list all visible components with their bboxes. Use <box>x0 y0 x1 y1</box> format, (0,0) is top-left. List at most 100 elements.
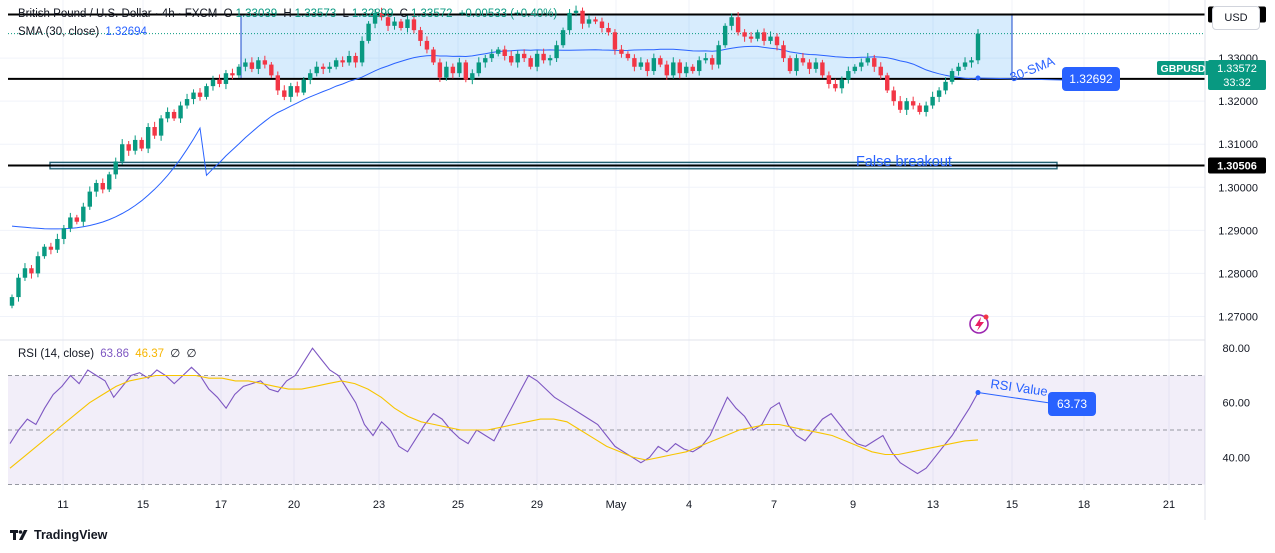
currency-button[interactable]: USD <box>1212 6 1260 30</box>
candle-body <box>16 277 21 298</box>
tradingview-brand[interactable]: TradingView <box>10 528 107 542</box>
candle-body <box>528 58 533 67</box>
candle-body <box>405 19 410 28</box>
candle-body <box>398 21 404 28</box>
candle-body <box>975 33 981 61</box>
candle-body <box>787 58 793 72</box>
time-tick-label: 4 <box>686 499 692 511</box>
candle-body <box>126 144 131 151</box>
candle-body <box>35 256 41 274</box>
candle-body <box>463 62 469 80</box>
candle-body <box>470 73 475 80</box>
candle-body <box>496 49 501 54</box>
sma-value-badge-label: 1.32692 <box>1069 72 1113 86</box>
price-badge <box>1208 60 1266 90</box>
candle-body <box>684 66 689 74</box>
candle-body <box>761 32 767 41</box>
candle-body <box>353 55 358 63</box>
candle-body <box>521 53 527 59</box>
price-tick-label: 1.29000 <box>1218 225 1258 237</box>
time-tick-label: 21 <box>1163 499 1175 511</box>
rsi-legend[interactable]: RSI (14, close) 63.86 46.37 ∅ ∅ <box>18 346 200 360</box>
close-label: C <box>399 8 408 20</box>
candle-body <box>645 62 650 72</box>
time-tick-label: 29 <box>531 499 543 511</box>
candle-body <box>923 105 929 112</box>
candle-body <box>742 32 747 37</box>
candle-body <box>904 101 909 110</box>
time-tick-label: 11 <box>57 499 68 511</box>
rsi-tick-label: 40.00 <box>1222 452 1250 464</box>
candle-body <box>709 58 715 65</box>
symbol-badge-label: GBPUSD <box>1161 63 1206 75</box>
candle-body <box>658 58 663 65</box>
candle-body <box>554 45 559 59</box>
rsi-ma-line <box>9 374 979 469</box>
rsi-tick-label: 80.00 <box>1222 343 1250 355</box>
candle-body <box>586 19 592 24</box>
time-tick-label: 25 <box>452 499 464 511</box>
candle-body <box>794 58 799 72</box>
candle-body <box>158 118 164 136</box>
candle-body <box>956 66 961 72</box>
candle-body <box>359 40 365 63</box>
candle-body <box>865 58 870 63</box>
candle-body <box>9 297 15 306</box>
candle-body <box>392 21 397 26</box>
price-tick-label: 1.31000 <box>1218 139 1258 151</box>
candle-body <box>852 66 858 72</box>
candle-body <box>573 10 579 13</box>
candle-body <box>288 86 293 97</box>
candle-body <box>223 73 229 84</box>
lightning-icon <box>975 317 984 331</box>
candle-body <box>949 71 955 82</box>
candle-body <box>42 246 47 257</box>
candle-body <box>800 58 806 63</box>
candle-body <box>632 58 637 67</box>
candle-body <box>716 45 721 65</box>
candle-body <box>269 64 274 76</box>
candle-body <box>327 66 332 69</box>
symbol-badge <box>1157 61 1209 75</box>
time-tick-label: May <box>606 499 627 511</box>
candle-body <box>275 75 281 91</box>
candle-body <box>606 27 611 33</box>
candle-body <box>671 62 676 76</box>
candle-body <box>314 66 319 74</box>
candle-body <box>94 182 99 192</box>
candle-body <box>295 86 300 93</box>
candle-body <box>651 58 657 72</box>
candle-body <box>431 49 436 63</box>
candle-body <box>735 17 741 33</box>
alert-dot-icon <box>983 314 989 320</box>
candle-body <box>664 64 670 76</box>
candle-body <box>515 53 520 63</box>
price-tick-label: 1.28000 <box>1218 268 1258 280</box>
price-tick-label: 1.30000 <box>1218 182 1258 194</box>
candle-body <box>81 206 86 222</box>
level-badge <box>1208 157 1266 174</box>
level-badge-label: 1.30506 <box>1217 161 1257 173</box>
candle-body <box>580 10 585 24</box>
candle-body <box>910 101 916 106</box>
candle-body <box>509 55 514 63</box>
rsi-extra-2: ∅ <box>186 348 197 360</box>
candle-body <box>256 60 261 69</box>
candle-body <box>282 90 287 97</box>
sma-value: 1.32694 <box>105 26 147 38</box>
time-tick-label: 18 <box>1078 499 1090 511</box>
sma-legend[interactable]: SMA (30, close) 1.32694 <box>18 26 150 38</box>
price-badge-countdown: 33:32 <box>1223 77 1251 89</box>
rsi-callout-line <box>977 392 1051 404</box>
candle-body <box>859 62 864 67</box>
close-value: 1.33572 <box>410 8 453 20</box>
candle-body <box>204 86 209 97</box>
candle-body <box>690 66 695 72</box>
sma-label: SMA (30, close) <box>18 26 100 38</box>
candle-body <box>697 60 702 72</box>
candle-body <box>820 62 825 76</box>
candle-body <box>729 17 734 26</box>
candle-body <box>612 32 618 50</box>
symbol-title[interactable]: British Pound / U.S. Dollar · 4h · FXCM <box>18 8 218 20</box>
